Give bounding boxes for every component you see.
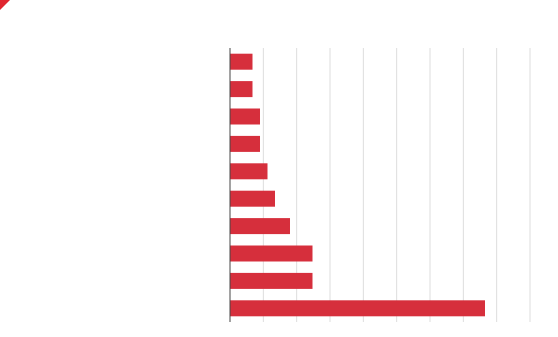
bar	[230, 53, 253, 70]
bar	[230, 190, 275, 207]
bar	[230, 135, 260, 152]
bar	[230, 163, 268, 180]
bar	[230, 108, 260, 125]
bar	[230, 218, 290, 235]
corner-accent-mark	[0, 0, 10, 10]
bar	[230, 81, 253, 98]
bar	[230, 272, 313, 289]
bars	[230, 53, 485, 317]
bar	[230, 245, 313, 262]
bar	[230, 300, 485, 317]
